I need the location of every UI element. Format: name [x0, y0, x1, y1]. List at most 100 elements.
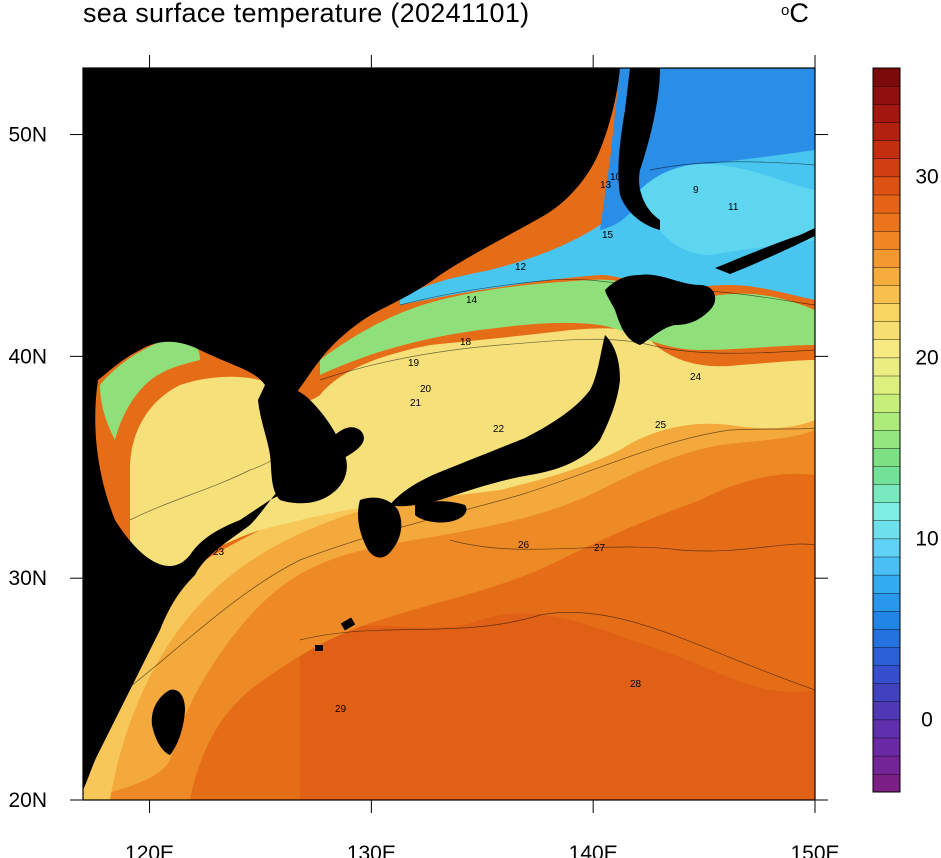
colorbar-swatch: [872, 773, 901, 793]
colorbar-swatch: [872, 303, 901, 322]
colorbar-swatch: [872, 85, 901, 105]
colorbar-swatch: [872, 357, 901, 377]
colorbar-swatch: [872, 230, 901, 250]
colorbar-swatch: [872, 755, 901, 775]
degree-symbol: o: [781, 2, 790, 19]
colorbar-swatch: [872, 339, 901, 359]
contour-label: 18: [460, 337, 472, 348]
x-axis-tick-label: 130E: [347, 842, 396, 858]
land-kurils: [715, 228, 815, 274]
colorbar-swatch: [872, 375, 901, 395]
contour-label: 21: [410, 398, 422, 409]
colorbar-swatch: [872, 466, 901, 485]
colorbar-swatch: [872, 737, 901, 757]
contour-label: 10: [610, 172, 622, 183]
x-axis-tick-label: 120E: [125, 842, 174, 858]
land-okinawa: [340, 617, 356, 631]
colorbar-swatch: [872, 266, 901, 286]
colorbar-swatch: [872, 122, 901, 141]
colorbar-swatch: [872, 538, 901, 558]
colorbar-swatch: [872, 502, 901, 521]
land-kyushu: [357, 497, 402, 558]
colorbar-swatch: [872, 67, 901, 87]
colorbar-swatch: [872, 719, 901, 739]
x-axis-tick-label: 150E: [790, 842, 839, 858]
land-taiwan: [151, 689, 185, 755]
contour-label: 14: [466, 295, 478, 306]
map-title: sea surface temperature (20241101): [83, 0, 530, 28]
contour-label: 27: [594, 543, 606, 554]
colorbar-tick-label: 0: [921, 709, 933, 732]
unit-label: oC: [781, 0, 809, 29]
y-axis-tick-label: 50N: [8, 124, 47, 147]
contour-label: 24: [690, 372, 702, 383]
contour-line: [649, 161, 815, 171]
contour-label: 19: [408, 358, 420, 369]
land-honshu: [390, 335, 620, 507]
unit-letter: C: [789, 0, 809, 28]
colorbar-tick-label: 20: [915, 347, 938, 370]
contour-line: [299, 611, 815, 691]
colorbar-swatch: [872, 103, 901, 123]
band-20: [130, 328, 815, 582]
colorbar-swatch: [872, 520, 901, 540]
band-26: [83, 414, 815, 800]
colorbar-swatch: [872, 556, 901, 576]
contour-label: 28: [630, 679, 642, 690]
contour-label: 13: [600, 180, 612, 191]
colorbar-swatch: [872, 429, 901, 449]
y-axis-tick-label: 40N: [8, 345, 47, 368]
colorbar-swatch: [872, 447, 901, 467]
colorbar-tick-label: 30: [915, 166, 938, 189]
contour-line: [319, 338, 815, 381]
colorbar-tick-label: 10: [915, 528, 938, 551]
y-axis-tick-label: 30N: [8, 567, 47, 590]
colorbar-swatch: [872, 701, 901, 721]
colorbar: [872, 67, 901, 793]
land-ryukyu: [315, 645, 323, 651]
contour-line: [129, 429, 321, 521]
land-asia: [83, 68, 620, 790]
colorbar-swatch: [872, 411, 901, 431]
contour-label: 20: [420, 384, 432, 395]
colorbar-swatch: [872, 610, 901, 630]
land-korea: [258, 383, 347, 504]
colorbar-swatch: [872, 285, 901, 304]
contour-line: [83, 427, 815, 721]
colorbar-swatch: [872, 158, 901, 178]
colorbar-swatch: [872, 393, 901, 413]
colorbar-swatch: [872, 176, 901, 196]
colorbar-swatch: [872, 574, 901, 594]
band-12: [640, 163, 815, 255]
colorbar-swatch: [872, 647, 901, 666]
land-hokkaido: [605, 274, 716, 345]
colorbar-swatch: [872, 140, 901, 159]
contour-label: 17: [658, 318, 670, 329]
contour-label: 15: [602, 230, 614, 241]
colorbar-swatch: [872, 212, 901, 232]
colorbar-swatch: [872, 484, 901, 503]
contour-label: 22: [493, 424, 505, 435]
colorbar-swatch: [872, 592, 901, 612]
warm-pool-south: [300, 613, 815, 800]
colorbar-swatch: [872, 194, 901, 214]
contour-label: 25: [655, 420, 667, 431]
contour-label: 16: [626, 158, 638, 169]
contour-line: [399, 279, 815, 306]
map-frame: [82, 67, 816, 801]
land-sakhalin: [618, 68, 660, 230]
contour-label: 23: [213, 547, 225, 558]
colorbar-swatch: [872, 683, 901, 703]
colorbar-border: [872, 67, 901, 793]
contour-label: 11: [728, 202, 739, 213]
contour-label: 26: [518, 540, 530, 551]
x-axis-tick-label: 140E: [569, 842, 618, 858]
contour-label: 29: [335, 704, 347, 715]
contour-label: 12: [515, 262, 527, 273]
land-shikoku: [415, 501, 467, 523]
colorbar-swatch: [872, 628, 901, 648]
contour-line: [449, 539, 815, 552]
colorbar-swatch: [872, 321, 901, 340]
colorbar-swatch: [872, 665, 901, 684]
